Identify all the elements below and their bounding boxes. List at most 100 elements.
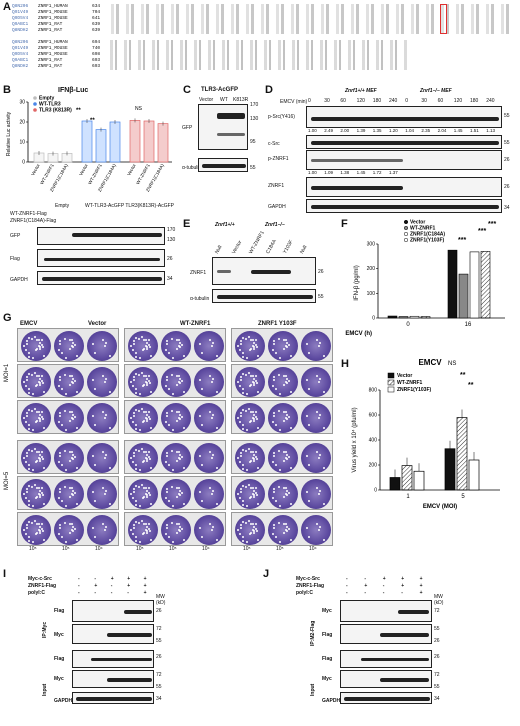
plaque-spot [142, 419, 145, 422]
plaque-spot [166, 451, 169, 454]
plaque-spot [145, 458, 148, 461]
plaque-spot [38, 382, 41, 385]
plaque-spot [284, 338, 287, 341]
plaque-spot [175, 339, 178, 342]
chart-h-bar [456, 417, 468, 491]
ip-sign: - [94, 576, 97, 582]
plaque-spot [241, 503, 244, 506]
plaque-well [301, 403, 331, 433]
plaque-spot [199, 491, 202, 494]
plaque-spot [199, 527, 202, 530]
plaque-spot [133, 491, 136, 494]
plaque-spot [59, 415, 62, 418]
plaque-spot [252, 530, 255, 533]
plaque-grid [17, 328, 333, 546]
plaque-spot [249, 459, 252, 462]
alignment-row-id: Q91V49 [12, 46, 29, 51]
plaque-spot [140, 336, 143, 339]
plaque-spot [284, 374, 287, 377]
plaque-spot [182, 355, 185, 358]
plaque-spot [37, 522, 40, 525]
plaque-spot [35, 411, 38, 414]
plaque-spot [278, 504, 281, 507]
plaque-spot [208, 523, 211, 526]
plaque-spot [286, 490, 289, 493]
plaque-spot [144, 374, 147, 377]
ip-blot-label: Myc [54, 632, 64, 638]
plaque-spot [146, 526, 149, 529]
plaque-spot [40, 415, 43, 418]
plaque-spot [252, 529, 254, 531]
plaque-spot [241, 539, 244, 542]
plaque-spot [254, 375, 257, 378]
plaque-spot [131, 421, 134, 424]
plaque-spot [238, 349, 241, 352]
mw-b-3: 26 [167, 256, 173, 262]
plaque-spot [27, 423, 30, 426]
plaque-spot [248, 384, 251, 387]
plaque-spot [278, 392, 281, 395]
plaque-spot [271, 533, 274, 536]
blot-b-gfp-label: GFP [10, 233, 21, 239]
plaque-spot [254, 339, 257, 342]
plaque-spot [105, 490, 108, 493]
plaque-spot [38, 529, 40, 531]
blot-d-time: 60 [437, 98, 444, 104]
alignment-sequence-2 [107, 40, 407, 70]
plaque-spot [256, 503, 259, 506]
plaque-well [194, 515, 224, 545]
ip-mw: 26 [434, 638, 440, 644]
plaque-spot [60, 351, 63, 354]
plaque-spot [286, 526, 289, 529]
plaque-spot [42, 391, 45, 394]
plaque-spot [27, 387, 30, 390]
plaque-spot [178, 381, 180, 383]
plaque-spot [179, 414, 182, 417]
ip-row-label: polyI:C [28, 590, 45, 596]
plaque-spot [278, 373, 281, 376]
plaque-spot [57, 533, 60, 536]
plaque-spot [35, 339, 38, 342]
alignment-row-start: 694 [92, 40, 101, 45]
chart-h-xlabel: EMCV (MOI) [423, 504, 457, 510]
plaque-spot [34, 460, 37, 463]
plaque-spot [274, 423, 277, 426]
mw-b-4: 34 [167, 276, 173, 282]
plaque-spot [252, 382, 255, 385]
plaque-spot [164, 349, 167, 352]
plaque-spot [41, 381, 44, 384]
plaque-spot [241, 535, 244, 538]
plaque-spot [245, 356, 248, 359]
blot-d-pznrf1 [306, 150, 502, 170]
panel-label-b: B [3, 84, 11, 96]
plaque-spot [253, 414, 256, 417]
plaque-spot [27, 520, 30, 523]
mw-c-2: 130 [250, 116, 259, 122]
plaque-spot [34, 532, 37, 535]
plaque-spot [271, 385, 274, 388]
plaque-spot [145, 345, 147, 347]
chart-f-legend-label: WT-ZNRF1 [410, 226, 435, 232]
plaque-spot [289, 427, 292, 430]
plaque-spot [133, 411, 136, 414]
ip-mw: 34 [434, 696, 440, 702]
plaque-spot [148, 417, 151, 420]
plaque-spot [33, 448, 36, 451]
plaque-spot [282, 451, 285, 454]
plaque-spot [57, 497, 60, 500]
ip-mw: 72 [156, 672, 162, 678]
plaque-spot [149, 391, 152, 394]
plaque-spot [138, 392, 141, 395]
input-blot-label: Myc [322, 676, 332, 682]
plaque-spot [64, 356, 67, 359]
plaque-spot [208, 487, 211, 490]
ip-blot [72, 624, 154, 644]
plaque-spot [59, 527, 62, 530]
blot-b-flag-label: Flag [10, 256, 20, 262]
plaque-spot [179, 526, 182, 529]
plaque-spot [237, 529, 239, 532]
plaque-spot [322, 427, 325, 430]
plaque-well [54, 479, 84, 509]
plaque-spot [178, 530, 181, 533]
chart-h-ns: NS [448, 361, 456, 367]
